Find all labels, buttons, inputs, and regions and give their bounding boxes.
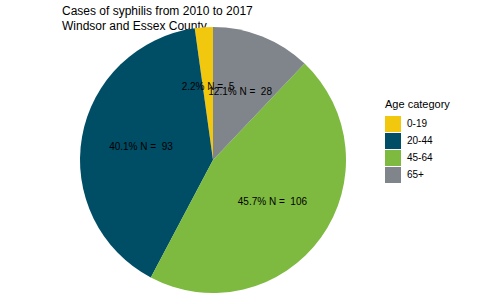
pie — [80, 27, 346, 293]
data-label: 45.7% N = 106 — [238, 196, 308, 207]
title: Cases of syphilis from 2010 to 2017 — [62, 4, 253, 18]
legend-item: 0-19 — [385, 116, 427, 132]
legend-key — [385, 150, 401, 166]
legend-item: 20-44 — [385, 133, 433, 149]
data-labels: 2.2% N = 540.1% N = 9345.7% N = 10612.1%… — [109, 81, 307, 208]
legend-label: 45-64 — [407, 152, 433, 163]
legend-label: 20-44 — [407, 135, 433, 146]
data-label: 12.1% N = 28 — [208, 86, 272, 97]
legend-item: 65+ — [385, 167, 424, 183]
legend-key — [385, 116, 401, 132]
legend-title: Age category — [385, 98, 450, 110]
data-label: 40.1% N = 93 — [109, 141, 173, 152]
legend-label: 0-19 — [407, 118, 427, 129]
chart: Cases of syphilis from 2010 to 2017Winds… — [0, 0, 493, 304]
legend: Age category 0-19 20-44 45-64 65+ — [385, 98, 450, 183]
legend-item: 45-64 — [385, 150, 433, 166]
legend-key — [385, 167, 401, 183]
legend-key — [385, 133, 401, 149]
legend-label: 65+ — [407, 169, 424, 180]
